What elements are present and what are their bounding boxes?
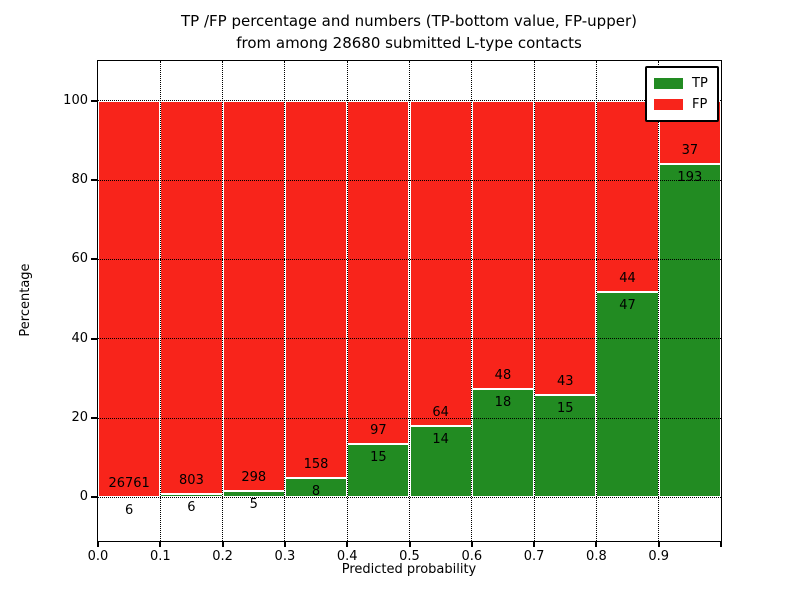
plot-area: 26761 6 803 6 298 5 158 8 97 15 64 14 48 18 43 15 44 47 37… <box>63 60 722 564</box>
tp-count-label: 8 <box>311 484 321 500</box>
x-tick-label: 0.0 <box>87 549 109 564</box>
y-axis-label: Percentage <box>18 263 33 337</box>
legend: TP FP <box>645 66 719 122</box>
tp-count-label: 15 <box>370 450 387 466</box>
bar-tp-segment <box>160 494 223 498</box>
tp-count-label: 15 <box>556 400 574 416</box>
y-tick <box>90 417 97 420</box>
bar-fp-segment <box>534 100 597 395</box>
tp-count-label: 6 <box>187 500 196 516</box>
bar-fp-segment <box>160 100 223 495</box>
fp-count-label: 43 <box>556 373 574 389</box>
bar-tp-segment <box>471 389 535 498</box>
fp-color-swatch <box>654 99 683 110</box>
fp-count-label: 37 <box>681 143 699 159</box>
x-tick <box>283 541 286 547</box>
x-tick-label: 0.1 <box>149 549 171 564</box>
y-tick-label: 100 <box>63 92 88 108</box>
tp-count-label: 193 <box>677 170 703 186</box>
y-tick-label: 20 <box>71 410 88 426</box>
y-tick <box>90 496 97 499</box>
fp-count-label: 803 <box>179 473 204 489</box>
x-gridline <box>658 61 660 541</box>
bar-tp-segment <box>347 444 410 498</box>
fp-count-label: 48 <box>494 368 512 384</box>
legend-item-fp: FP <box>654 94 710 115</box>
x-tick <box>533 541 536 547</box>
bar-fp-segment <box>471 100 535 390</box>
y-tick-label: 40 <box>71 330 88 346</box>
legend-label-fp: FP <box>692 97 708 112</box>
bar-fp-segment <box>284 100 348 479</box>
legend-item-tp: TP <box>654 73 710 94</box>
bar-fp-segment <box>596 100 659 293</box>
tp-color-swatch <box>654 78 683 89</box>
x-tick <box>720 541 722 547</box>
y-tick-label: 60 <box>71 251 88 267</box>
x-tick-label: 0.9 <box>648 549 670 564</box>
tp-count-label: 47 <box>619 298 636 314</box>
x-gridline <box>284 61 286 541</box>
chart-title: TP /FP percentage and numbers (TP-bottom… <box>59 10 759 54</box>
x-tick <box>97 541 99 547</box>
x-tick <box>657 541 660 547</box>
x-tick-label: 0.7 <box>523 549 545 564</box>
x-gridline <box>471 61 473 541</box>
x-tick-label: 0.2 <box>212 549 233 564</box>
x-tick-label: 0.5 <box>399 549 420 564</box>
x-tick <box>470 541 473 547</box>
x-tick-label: 0.3 <box>274 549 296 564</box>
x-gridline <box>533 61 535 541</box>
bar-tp-segment <box>596 292 659 498</box>
x-axis-label: Predicted probability <box>341 562 477 577</box>
tp-count-label: 18 <box>494 395 512 411</box>
tp-count-label: 5 <box>249 496 258 512</box>
y-tick-label: 0 <box>79 489 88 505</box>
bar-tp-segment <box>284 478 348 498</box>
bar-fp-segment <box>347 100 410 445</box>
x-tick <box>346 541 349 547</box>
x-gridline <box>595 61 597 541</box>
x-tick <box>221 541 224 547</box>
y-tick <box>90 179 97 181</box>
bar-fp-segment <box>98 100 161 498</box>
fp-count-label: 26761 <box>108 476 150 492</box>
fp-count-label: 44 <box>619 271 636 287</box>
fp-count-label: 298 <box>241 469 267 485</box>
x-tick <box>159 541 162 547</box>
y-tick <box>90 258 97 261</box>
y-tick-label: 80 <box>71 172 88 187</box>
fp-count-label: 97 <box>370 423 387 439</box>
bar-tp-segment <box>658 164 721 498</box>
x-gridline <box>346 61 348 541</box>
x-tick-label: 0.6 <box>461 549 483 564</box>
x-tick <box>595 541 598 547</box>
x-tick-label: 0.4 <box>336 549 358 564</box>
x-gridline <box>222 61 224 541</box>
y-tick <box>90 337 97 340</box>
legend-label-tp: TP <box>692 76 708 91</box>
x-tick-label: 0.8 <box>586 549 607 564</box>
chart-title-line1: TP /FP percentage and numbers (TP-bottom… <box>181 12 637 30</box>
y-tick <box>90 99 97 102</box>
chart-title-line2: from among 28680 submitted L-type contac… <box>236 34 582 52</box>
x-gridline <box>409 61 410 541</box>
tp-count-label: 6 <box>125 503 134 519</box>
x-gridline <box>159 61 161 541</box>
x-tick <box>408 541 411 547</box>
tp-count-label: 14 <box>432 432 449 448</box>
bar-fp-segment <box>409 100 472 427</box>
fp-count-label: 64 <box>432 405 449 421</box>
bar-fp-segment <box>222 100 285 491</box>
fp-count-label: 158 <box>303 457 329 473</box>
bar-tp-segment <box>534 394 597 498</box>
bar-tp-segment <box>409 426 472 498</box>
